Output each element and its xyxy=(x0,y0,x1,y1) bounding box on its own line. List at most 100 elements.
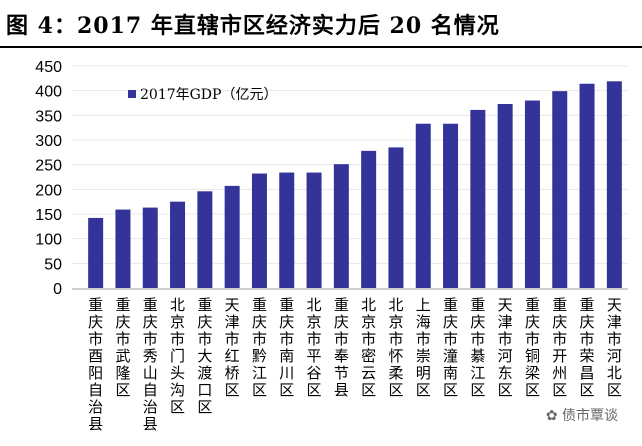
x-tick-label-char: 市 xyxy=(307,330,322,348)
x-tick-label-char: 津 xyxy=(225,313,240,331)
x-tick-label-char: 梁 xyxy=(525,364,540,382)
x-tick-label-char: 庆 xyxy=(525,313,540,331)
x-tick-label-char: 红 xyxy=(225,347,240,365)
x-tick-label-char: 沟 xyxy=(170,381,185,399)
x-tick-label-char: 川 xyxy=(279,364,294,382)
bar xyxy=(470,109,486,288)
x-tick-label-char: 北 xyxy=(388,296,403,314)
x-tick-label-char: 区 xyxy=(225,381,240,399)
bar xyxy=(333,164,349,288)
x-tick-label-char: 县 xyxy=(88,415,103,433)
x-tick-label-char: 山 xyxy=(143,364,158,382)
x-tick-label-char: 武 xyxy=(115,347,130,365)
bar xyxy=(279,172,295,288)
x-tick-label-char: 海 xyxy=(416,313,431,331)
x-tick-label-char: 明 xyxy=(416,364,431,382)
bar xyxy=(142,207,158,288)
x-tick-label-char: 渡 xyxy=(197,364,212,382)
wechat-icon: ✿ xyxy=(545,408,562,424)
x-tick-label-char: 口 xyxy=(197,381,212,399)
x-tick-label-char: 自 xyxy=(143,381,158,399)
x-tick-label-char: 密 xyxy=(361,347,376,365)
x-tick-label-char: 重 xyxy=(334,296,349,314)
x-tick-label-char: 区 xyxy=(607,381,622,399)
x-tick-label-char: 隆 xyxy=(115,364,130,382)
bar xyxy=(306,172,322,288)
y-tick-label: 50 xyxy=(44,256,62,273)
x-tick-label-char: 州 xyxy=(552,364,567,382)
x-tick-label-char: 市 xyxy=(252,330,267,348)
x-tick-label-char: 桥 xyxy=(225,364,240,382)
x-tick-label-char: 平 xyxy=(307,347,322,365)
x-tick-label-char: 市 xyxy=(225,330,240,348)
x-tick-label-char: 头 xyxy=(170,364,185,382)
x-tick-label-char: 市 xyxy=(498,330,513,348)
x-tick-label-char: 重 xyxy=(115,296,130,314)
x-tick-label-char: 荣 xyxy=(580,347,595,365)
x-tick-label-char: 县 xyxy=(143,415,158,433)
y-tick-label: 100 xyxy=(35,232,62,249)
x-tick-label-char: 区 xyxy=(170,398,185,416)
x-tick-label-char: 津 xyxy=(607,313,622,331)
x-tick-label-char: 门 xyxy=(170,347,185,365)
bar xyxy=(197,191,213,288)
x-tick-label-char: 重 xyxy=(197,296,212,314)
x-tick-label-char: 市 xyxy=(88,330,103,348)
x-tick-label-char: 治 xyxy=(143,398,158,416)
x-tick-label-char: 秀 xyxy=(143,347,158,365)
x-tick-label-char: 区 xyxy=(388,381,403,399)
x-tick-label-char: 庆 xyxy=(470,313,485,331)
bar xyxy=(497,103,513,288)
x-tick-label-char: 庆 xyxy=(443,313,458,331)
x-tick-label-char: 区 xyxy=(525,381,540,399)
x-tick-label-char: 市 xyxy=(170,330,185,348)
bar xyxy=(524,100,540,289)
x-tick-label-char: 奉 xyxy=(334,347,349,365)
x-tick-label-char: 区 xyxy=(197,398,212,416)
x-tick-label-char: 重 xyxy=(443,296,458,314)
bar xyxy=(224,185,240,288)
x-tick-label-char: 江 xyxy=(252,364,267,382)
y-tick-label: 350 xyxy=(35,108,62,125)
x-tick-label-char: 市 xyxy=(197,330,212,348)
y-tick-label: 150 xyxy=(35,207,62,224)
x-tick-label-char: 重 xyxy=(552,296,567,314)
x-tick-label-char: 重 xyxy=(252,296,267,314)
x-tick-label-char: 市 xyxy=(388,330,403,348)
bar xyxy=(388,147,404,288)
x-tick-label-char: 北 xyxy=(307,296,322,314)
figure-title: 图 4：2017 年直辖市区经济实力后 20 名情况 xyxy=(6,13,500,39)
x-tick-label-char: 重 xyxy=(143,296,158,314)
x-tick-label-char: 庆 xyxy=(334,313,349,331)
x-tick-label-char: 庆 xyxy=(197,313,212,331)
x-tick-label-char: 怀 xyxy=(388,347,403,365)
watermark-text: 债市覃谈 xyxy=(562,408,618,424)
x-tick-label-char: 崇 xyxy=(416,347,431,365)
x-tick-label-char: 庆 xyxy=(88,313,103,331)
x-tick-label-char: 南 xyxy=(279,347,294,365)
bar xyxy=(443,123,459,288)
x-tick-label-char: 市 xyxy=(334,330,349,348)
watermark: ✿ 债市覃谈 xyxy=(546,405,618,425)
x-tick-label-char: 河 xyxy=(498,347,513,365)
x-tick-label-char: 区 xyxy=(552,381,567,399)
bar xyxy=(415,123,431,288)
x-tick-label-char: 庆 xyxy=(115,313,130,331)
x-tick-label-char: 河 xyxy=(607,347,622,365)
bar xyxy=(251,173,267,288)
x-tick-label-char: 黔 xyxy=(252,347,267,365)
x-tick-label-char: 区 xyxy=(279,381,294,399)
x-tick-label-char: 庆 xyxy=(580,313,595,331)
x-tick-label-char: 铜 xyxy=(525,347,540,365)
y-tick-label: 400 xyxy=(35,84,62,101)
y-tick-label: 0 xyxy=(53,281,62,298)
x-tick-label-char: 县 xyxy=(334,381,349,399)
legend-label: 2017年GDP（亿元） xyxy=(140,87,277,103)
bar xyxy=(361,150,377,288)
x-tick-label-char: 节 xyxy=(334,364,349,382)
x-tick-label-char: 庆 xyxy=(279,313,294,331)
x-tick-label-char: 开 xyxy=(552,347,567,365)
x-tick-label-char: 昌 xyxy=(580,364,595,382)
x-tick-label-char: 北 xyxy=(170,296,185,314)
